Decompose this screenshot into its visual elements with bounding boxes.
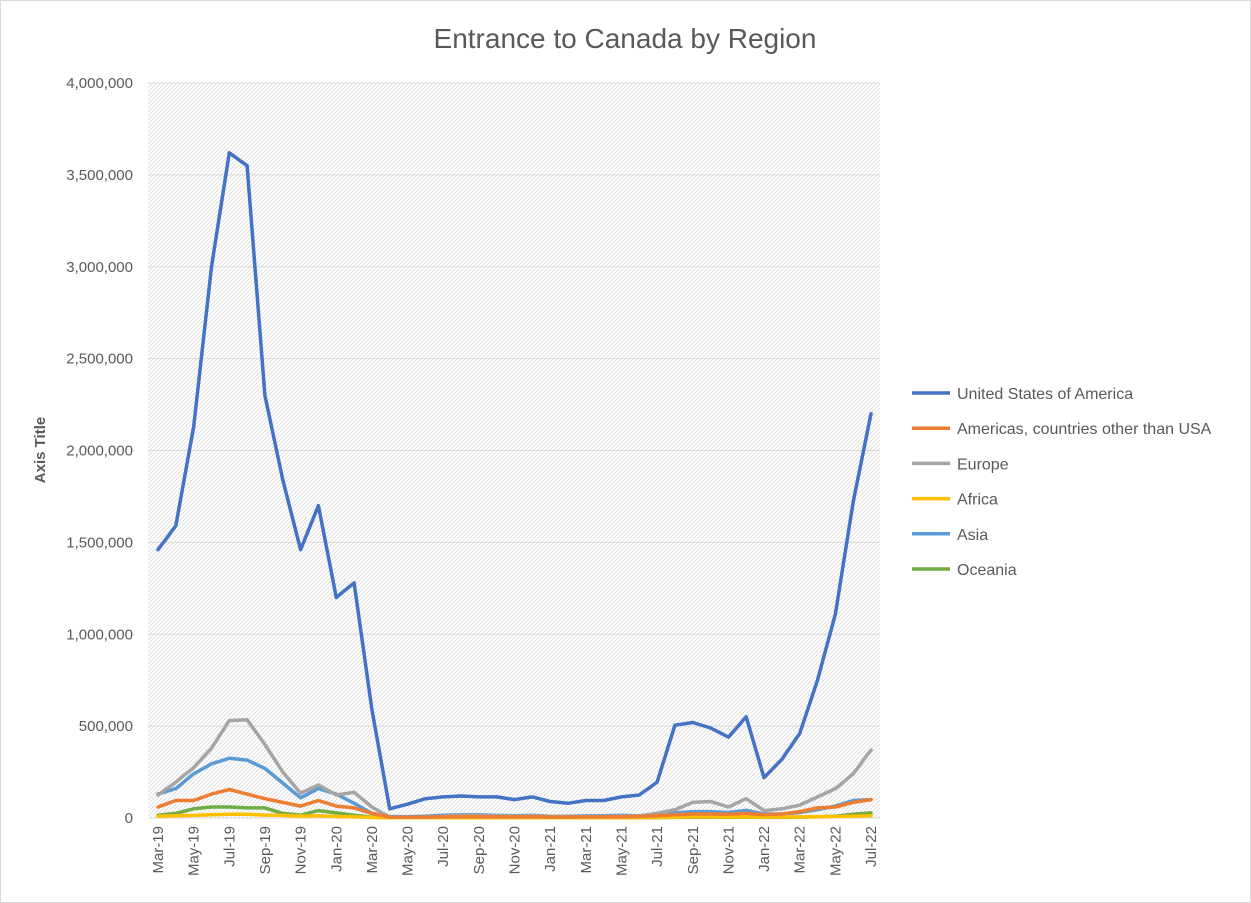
x-tick-label: Nov-19 — [293, 826, 310, 874]
series-lines — [156, 151, 873, 820]
x-axis-tick-labels: Mar-19 May-19 Jul-19 Sep-19 Nov-19 Jan-20 Mar-… — [150, 826, 880, 876]
x-tick-label: Jul-22 — [863, 826, 880, 867]
series-line-1 — [156, 787, 873, 820]
legend-label: Europe — [957, 456, 1009, 473]
x-tick-label: May-22 — [827, 826, 844, 876]
x-tick-label: Jan-22 — [756, 826, 773, 872]
x-tick-label: Jan-21 — [542, 826, 559, 872]
y-tick-label: 1,000,000 — [66, 626, 133, 643]
x-tick-label: Sep-19 — [257, 826, 274, 874]
y-tick-label: 2,000,000 — [66, 443, 133, 460]
x-tick-label: Jul-19 — [221, 826, 238, 867]
x-tick-label: Mar-20 — [364, 826, 381, 874]
chart-title: Entrance to Canada by Region — [434, 23, 817, 54]
legend-label: Americas, countries other than USA — [957, 421, 1212, 438]
x-tick-label: Mar-21 — [578, 826, 595, 874]
x-tick-label: Nov-20 — [507, 826, 524, 874]
y-tick-label: 3,500,000 — [66, 167, 133, 184]
y-axis-tick-labels: 0 500,000 1,000,000 1,500,000 2,000,000 2,500… — [66, 75, 133, 827]
x-tick-label: May-21 — [613, 826, 630, 876]
legend-label: Oceania — [957, 562, 1017, 579]
x-tick-label: Sep-21 — [685, 826, 702, 874]
legend: United States of America Americas, countr… — [912, 386, 1212, 579]
y-tick-label: 500,000 — [79, 718, 133, 735]
y-tick-label: 0 — [125, 810, 133, 827]
y-tick-label: 3,000,000 — [66, 259, 133, 276]
legend-label: Africa — [957, 492, 998, 509]
series-line-0 — [156, 151, 873, 811]
legend-label: Asia — [957, 527, 988, 544]
legend-label: United States of America — [957, 386, 1133, 403]
x-tick-label: Jan-20 — [328, 826, 345, 872]
y-tick-label: 4,000,000 — [66, 75, 133, 92]
x-tick-label: Mar-22 — [792, 826, 809, 874]
y-axis-title: Axis Title — [32, 417, 49, 483]
x-tick-label: May-20 — [400, 826, 417, 876]
y-tick-label: 1,500,000 — [66, 534, 133, 551]
x-tick-label: Sep-20 — [471, 826, 488, 874]
y-tick-label: 2,500,000 — [66, 351, 133, 368]
x-tick-label: Jul-21 — [649, 826, 666, 867]
x-tick-label: Mar-19 — [150, 826, 167, 874]
x-tick-label: Jul-20 — [435, 826, 452, 867]
x-tick-label: May-19 — [186, 826, 203, 876]
gridlines — [148, 82, 880, 819]
x-tick-label: Nov-21 — [720, 826, 737, 874]
